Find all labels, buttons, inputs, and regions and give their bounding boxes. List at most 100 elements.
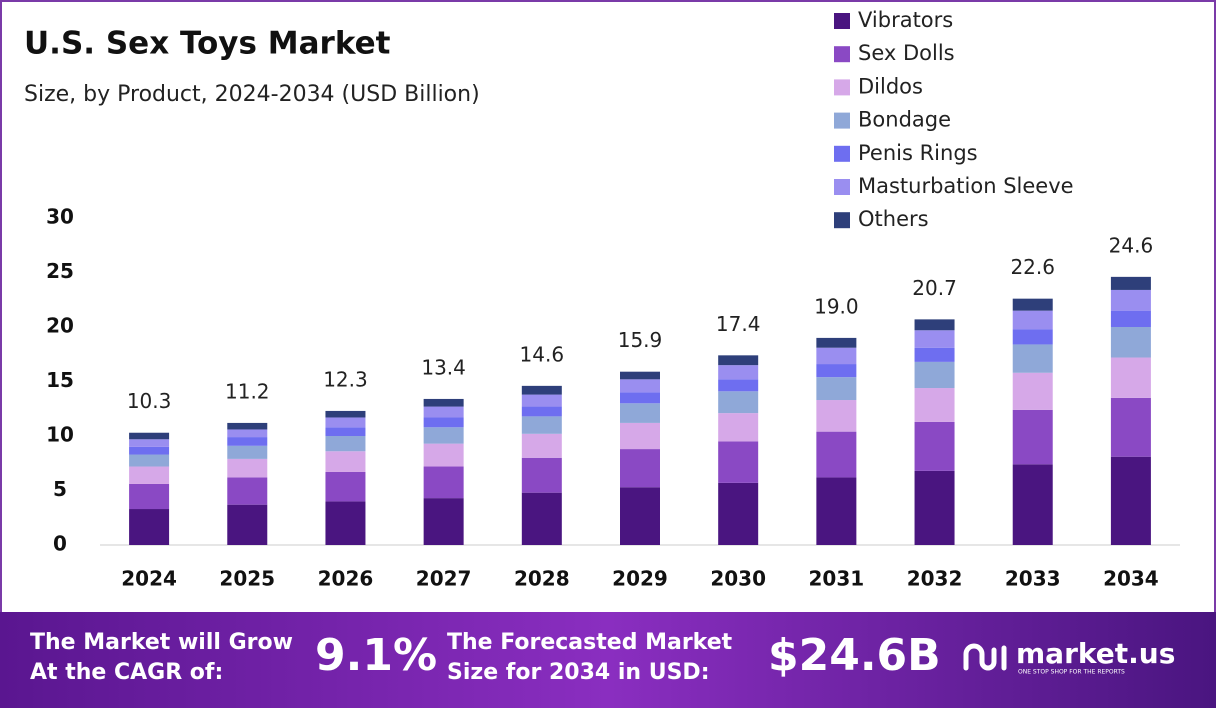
total-label: 20.7	[912, 276, 957, 300]
bar-segment	[816, 377, 857, 401]
bar-segment	[227, 422, 268, 430]
bar-segment	[1110, 357, 1151, 398]
x-tick-label: 2029	[612, 567, 668, 591]
bar-segment	[325, 436, 366, 452]
bar-segment	[718, 379, 759, 392]
bar-segment	[521, 433, 562, 458]
bar-segment	[325, 451, 366, 472]
bar-segment	[914, 330, 955, 348]
bar-segment	[325, 427, 366, 436]
y-tick-label: 15	[46, 368, 74, 392]
x-tick-label: 2024	[121, 567, 177, 591]
forecast-label: The Forecasted Market	[447, 630, 733, 655]
legend-swatch	[834, 46, 850, 63]
legend-swatch	[834, 179, 850, 195]
total-label: 19.0	[814, 294, 859, 318]
bar-segment	[423, 417, 464, 428]
y-tick-label: 5	[53, 477, 67, 501]
total-label: 12.3	[323, 367, 368, 391]
bar-segment	[816, 400, 857, 432]
bar-segment	[816, 431, 857, 478]
chart-title: U.S. Sex Toys Market	[24, 26, 391, 62]
bar-segment	[129, 483, 170, 510]
bar-segment	[816, 337, 857, 348]
bar-segment	[1012, 464, 1053, 545]
bar-segment	[718, 441, 759, 483]
legend-swatch	[834, 112, 850, 129]
cagr-label: At the CAGR of:	[30, 660, 223, 685]
bar-segment	[423, 466, 464, 499]
brand: market.us	[1016, 637, 1175, 670]
legend-label: Dildos	[858, 74, 923, 98]
legend-label: Vibrators	[858, 8, 953, 32]
bar-segment	[718, 482, 759, 545]
bar-segment	[521, 385, 562, 395]
total-label: 11.2	[225, 379, 270, 403]
bar-segment	[129, 466, 170, 484]
bar-segment	[423, 398, 464, 407]
legend-swatch	[834, 145, 850, 162]
cagr-value: 9.1%	[315, 630, 437, 681]
brand-logo	[963, 643, 1007, 671]
legend-label: Others	[858, 207, 929, 231]
bar-segment	[423, 406, 464, 418]
bar-segment	[1012, 372, 1053, 410]
bar-segment	[1012, 310, 1053, 330]
bar-segment	[521, 394, 562, 407]
bar-segment	[914, 361, 955, 389]
bar-segment	[227, 445, 268, 459]
y-tick-label: 0	[53, 532, 67, 556]
legend-label: Masturbation Sleeve	[858, 174, 1074, 198]
bar-segment	[423, 498, 464, 545]
bar-segment	[1012, 409, 1053, 465]
x-tick-label: 2027	[416, 567, 472, 591]
legend-label: Penis Rings	[858, 141, 978, 165]
y-tick-label: 30	[46, 205, 74, 229]
bar-segment	[1110, 327, 1151, 358]
y-tick-label: 25	[46, 259, 74, 283]
brand-tagline: ONE STOP SHOP FOR THE REPORTS	[1018, 669, 1125, 676]
bar-segment	[1110, 456, 1151, 545]
bar-segment	[718, 413, 759, 442]
y-tick-label: 10	[46, 423, 74, 447]
bar-segment	[1110, 289, 1151, 311]
bar-segment	[423, 443, 464, 467]
bar-segment	[129, 432, 170, 440]
x-tick-label: 2033	[1005, 567, 1061, 591]
total-label: 24.6	[1109, 233, 1154, 257]
bar-segment	[914, 421, 955, 471]
bar-segment	[718, 365, 759, 380]
legend-label: Bondage	[858, 108, 951, 132]
cagr-label: The Market will Grow	[30, 630, 293, 655]
bar-segment	[1110, 276, 1151, 290]
x-tick-label: 2028	[514, 567, 570, 591]
bar-segment	[914, 347, 955, 362]
footer-banner	[0, 612, 1216, 708]
x-tick-label: 2032	[907, 567, 963, 591]
bar-segment	[227, 458, 268, 478]
legend-label: Sex Dolls	[858, 41, 955, 65]
bar-segment	[620, 449, 660, 488]
bar-segment	[718, 355, 759, 366]
legend-swatch	[834, 79, 850, 96]
bar-segment	[620, 379, 660, 393]
bar-segment	[521, 406, 562, 417]
total-label: 22.6	[1010, 255, 1055, 279]
bar-segment	[129, 509, 170, 545]
bar-segment	[325, 501, 366, 545]
x-tick-label: 2034	[1103, 567, 1159, 591]
bar-segment	[227, 437, 268, 446]
bar-segment	[521, 416, 562, 434]
bar-segment	[718, 391, 759, 414]
bar-segment	[816, 347, 857, 365]
bar-segment	[914, 470, 955, 545]
bar-segment	[914, 319, 955, 331]
total-label: 15.9	[618, 328, 663, 352]
total-label: 17.4	[716, 312, 761, 336]
bar-segment	[521, 457, 562, 493]
bar-segment	[423, 427, 464, 444]
bar-segment	[620, 403, 660, 423]
